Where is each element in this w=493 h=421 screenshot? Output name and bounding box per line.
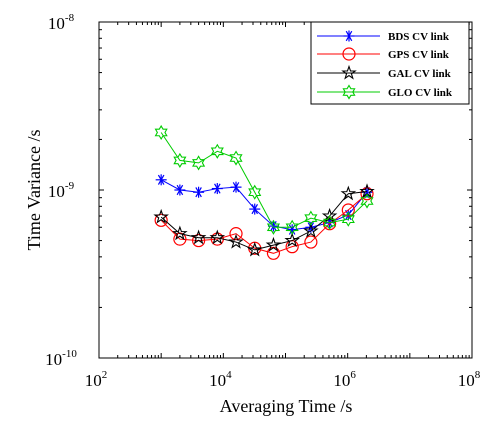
legend-label-bds-cv-link: BDS CV link	[388, 31, 450, 43]
y-axis-label: Time Variance /s	[24, 130, 44, 251]
legend-marker-bds-cv-link	[343, 30, 355, 42]
data-point-glo-cv-link	[173, 152, 187, 168]
x-axis-label: Averaging Time /s	[220, 396, 353, 416]
data-point-gal-cv-link	[303, 222, 319, 238]
data-point-gps-cv-link	[341, 203, 355, 217]
data-point-gal-cv-link	[153, 208, 169, 224]
data-point-bds-cv-link	[211, 183, 223, 195]
data-point-gal-cv-link	[246, 241, 263, 257]
data-point-glo-cv-link	[360, 193, 374, 209]
data-point-glo-cv-link	[154, 124, 168, 141]
data-point-glo-cv-link	[323, 214, 337, 231]
series-line-glo-cv-link	[160, 132, 368, 228]
data-point-gal-cv-link	[265, 236, 282, 252]
data-point-gal-cv-link	[228, 233, 244, 249]
series-line-gal-cv-link	[160, 190, 368, 251]
data-point-gal-cv-link	[321, 207, 338, 223]
data-point-bds-cv-link	[193, 186, 205, 198]
series-layer	[153, 124, 375, 260]
data-point-gps-cv-link	[229, 227, 243, 241]
data-point-gal-cv-link	[284, 232, 300, 248]
legend-marker-gps-cv-link	[342, 47, 356, 61]
data-point-gps-cv-link	[191, 233, 206, 248]
data-point-gal-cv-link	[172, 225, 188, 241]
data-point-gal-cv-link	[190, 229, 207, 245]
data-point-glo-cv-link	[192, 155, 206, 171]
legend: BDS CV link GPS CV link GAL CV link GLO CV …	[310, 21, 470, 105]
data-point-glo-cv-link	[341, 211, 355, 227]
legend-marker-gal-cv-link	[341, 64, 357, 80]
data-point-bds-cv-link	[174, 184, 186, 196]
data-point-glo-cv-link	[229, 150, 243, 166]
data-point-gps-cv-link	[360, 187, 374, 201]
legend-label-gal-cv-link: GAL CV link	[388, 68, 452, 80]
data-point-glo-cv-link	[266, 219, 281, 235]
data-point-gps-cv-link	[154, 213, 168, 227]
legend-marker-glo-cv-link	[342, 84, 356, 100]
data-point-gal-cv-link	[340, 185, 357, 201]
data-point-bds-cv-link	[286, 224, 298, 236]
data-point-bds-cv-link	[155, 174, 167, 186]
data-point-gps-cv-link	[304, 235, 318, 249]
data-point-glo-cv-link	[248, 184, 262, 200]
data-point-glo-cv-link	[210, 143, 224, 159]
x-tick-label: 102	[85, 369, 108, 390]
data-point-glo-cv-link	[285, 219, 299, 235]
data-point-bds-cv-link	[230, 181, 242, 193]
legend-label-glo-cv-link: GLO CV link	[388, 87, 453, 99]
data-point-glo-cv-link	[304, 210, 318, 226]
legend-label-gps-cv-link: GPS CV link	[388, 49, 450, 61]
data-point-bds-cv-link	[249, 203, 261, 215]
data-point-gal-cv-link	[209, 229, 226, 245]
